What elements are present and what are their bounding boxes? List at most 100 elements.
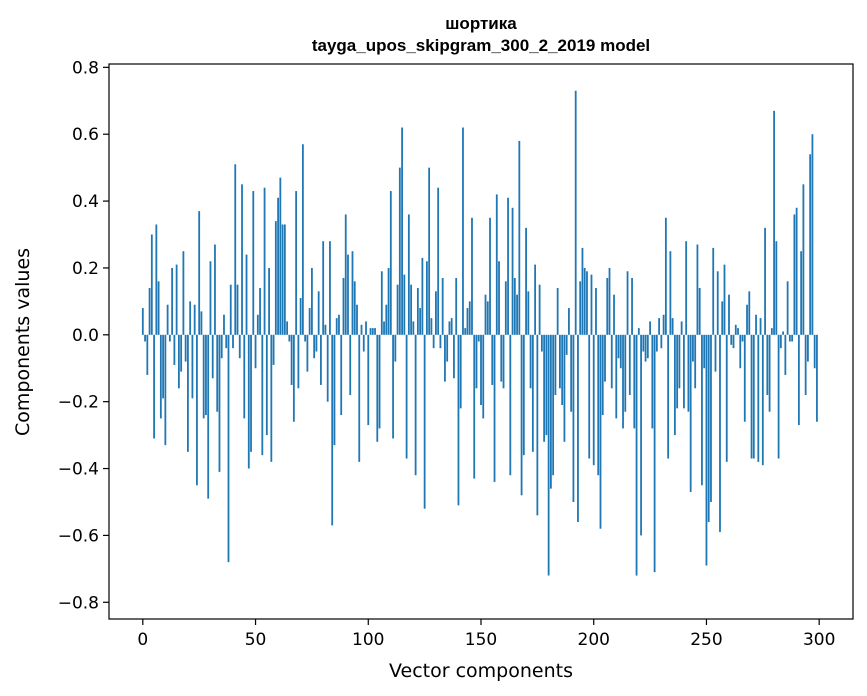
bar xyxy=(574,90,577,335)
bar xyxy=(324,324,327,335)
bar xyxy=(802,184,805,335)
bar xyxy=(619,334,622,369)
bar xyxy=(259,288,261,335)
bar xyxy=(191,334,194,399)
bar xyxy=(171,267,174,335)
y-axis-label: Components values xyxy=(12,248,34,436)
bar xyxy=(604,334,606,382)
bar xyxy=(599,334,602,529)
bar xyxy=(640,334,642,536)
bar xyxy=(739,334,742,369)
bar xyxy=(403,274,406,335)
bar xyxy=(326,334,329,402)
bar xyxy=(173,334,176,365)
bar xyxy=(401,127,403,335)
bar xyxy=(721,301,724,335)
bar xyxy=(572,334,575,502)
bar xyxy=(750,334,753,459)
bar xyxy=(631,277,633,335)
bar xyxy=(491,334,494,385)
bar xyxy=(279,177,282,335)
bar xyxy=(788,334,791,342)
bar xyxy=(793,214,796,335)
bar xyxy=(453,334,455,379)
bar xyxy=(419,308,422,335)
bar xyxy=(628,334,631,395)
bar xyxy=(701,334,703,486)
x-tick-label: 50 xyxy=(245,630,267,650)
bar xyxy=(642,334,645,352)
bar xyxy=(423,334,426,509)
bar xyxy=(662,314,665,335)
bar xyxy=(529,334,532,389)
bar xyxy=(511,207,514,335)
bar xyxy=(590,274,593,335)
bar xyxy=(694,334,697,389)
bar xyxy=(649,321,651,335)
bar xyxy=(651,334,654,429)
bar xyxy=(358,334,361,462)
bar xyxy=(538,284,541,335)
bar xyxy=(162,334,165,399)
bar xyxy=(807,334,809,362)
bar xyxy=(644,334,647,362)
bar xyxy=(349,334,352,395)
bar xyxy=(522,334,525,456)
bar xyxy=(205,334,207,416)
bar xyxy=(311,267,313,335)
bar xyxy=(811,134,814,335)
bar xyxy=(396,284,399,335)
x-tick-label: 250 xyxy=(690,630,722,650)
bar xyxy=(678,334,681,389)
bar xyxy=(243,334,246,419)
bar xyxy=(180,334,183,372)
bar xyxy=(277,197,279,335)
x-axis: 0 50 100 150 200 250 300 xyxy=(137,619,835,650)
bar xyxy=(586,271,588,335)
bar xyxy=(214,244,216,335)
bar xyxy=(229,284,232,335)
bar xyxy=(150,234,153,335)
bar xyxy=(362,334,365,352)
bar xyxy=(466,308,469,335)
bar xyxy=(315,334,318,352)
bar xyxy=(432,334,435,349)
bar xyxy=(425,261,428,335)
bar xyxy=(234,164,237,335)
bar xyxy=(193,304,196,335)
bar xyxy=(200,311,203,335)
bar xyxy=(680,321,683,335)
bar xyxy=(306,334,309,372)
bar xyxy=(295,191,298,335)
bar xyxy=(216,334,219,412)
chart-title: шортика xyxy=(445,14,517,33)
bar xyxy=(263,187,266,335)
bar xyxy=(676,334,679,409)
y-tick-label: 0.8 xyxy=(72,58,99,78)
bar xyxy=(450,318,453,335)
x-tick-label: 200 xyxy=(578,630,610,650)
bar xyxy=(198,211,201,335)
bar xyxy=(369,328,372,335)
bar xyxy=(795,207,798,335)
bar xyxy=(238,334,241,359)
bar xyxy=(261,334,264,456)
bar xyxy=(189,301,192,335)
bar xyxy=(588,334,591,459)
bar xyxy=(389,191,392,335)
bar xyxy=(673,334,676,436)
bar xyxy=(340,334,343,416)
bar xyxy=(304,334,307,342)
bar xyxy=(207,334,210,499)
bar xyxy=(480,334,482,406)
bar xyxy=(743,334,746,422)
bar xyxy=(272,334,275,365)
bar xyxy=(498,261,500,335)
chart-subtitle: tayga_upos_skipgram_300_2_2019 model xyxy=(312,36,650,55)
bar xyxy=(416,288,419,335)
bar xyxy=(752,334,755,459)
bar xyxy=(441,277,444,335)
bar xyxy=(534,264,537,335)
bar xyxy=(196,334,198,486)
